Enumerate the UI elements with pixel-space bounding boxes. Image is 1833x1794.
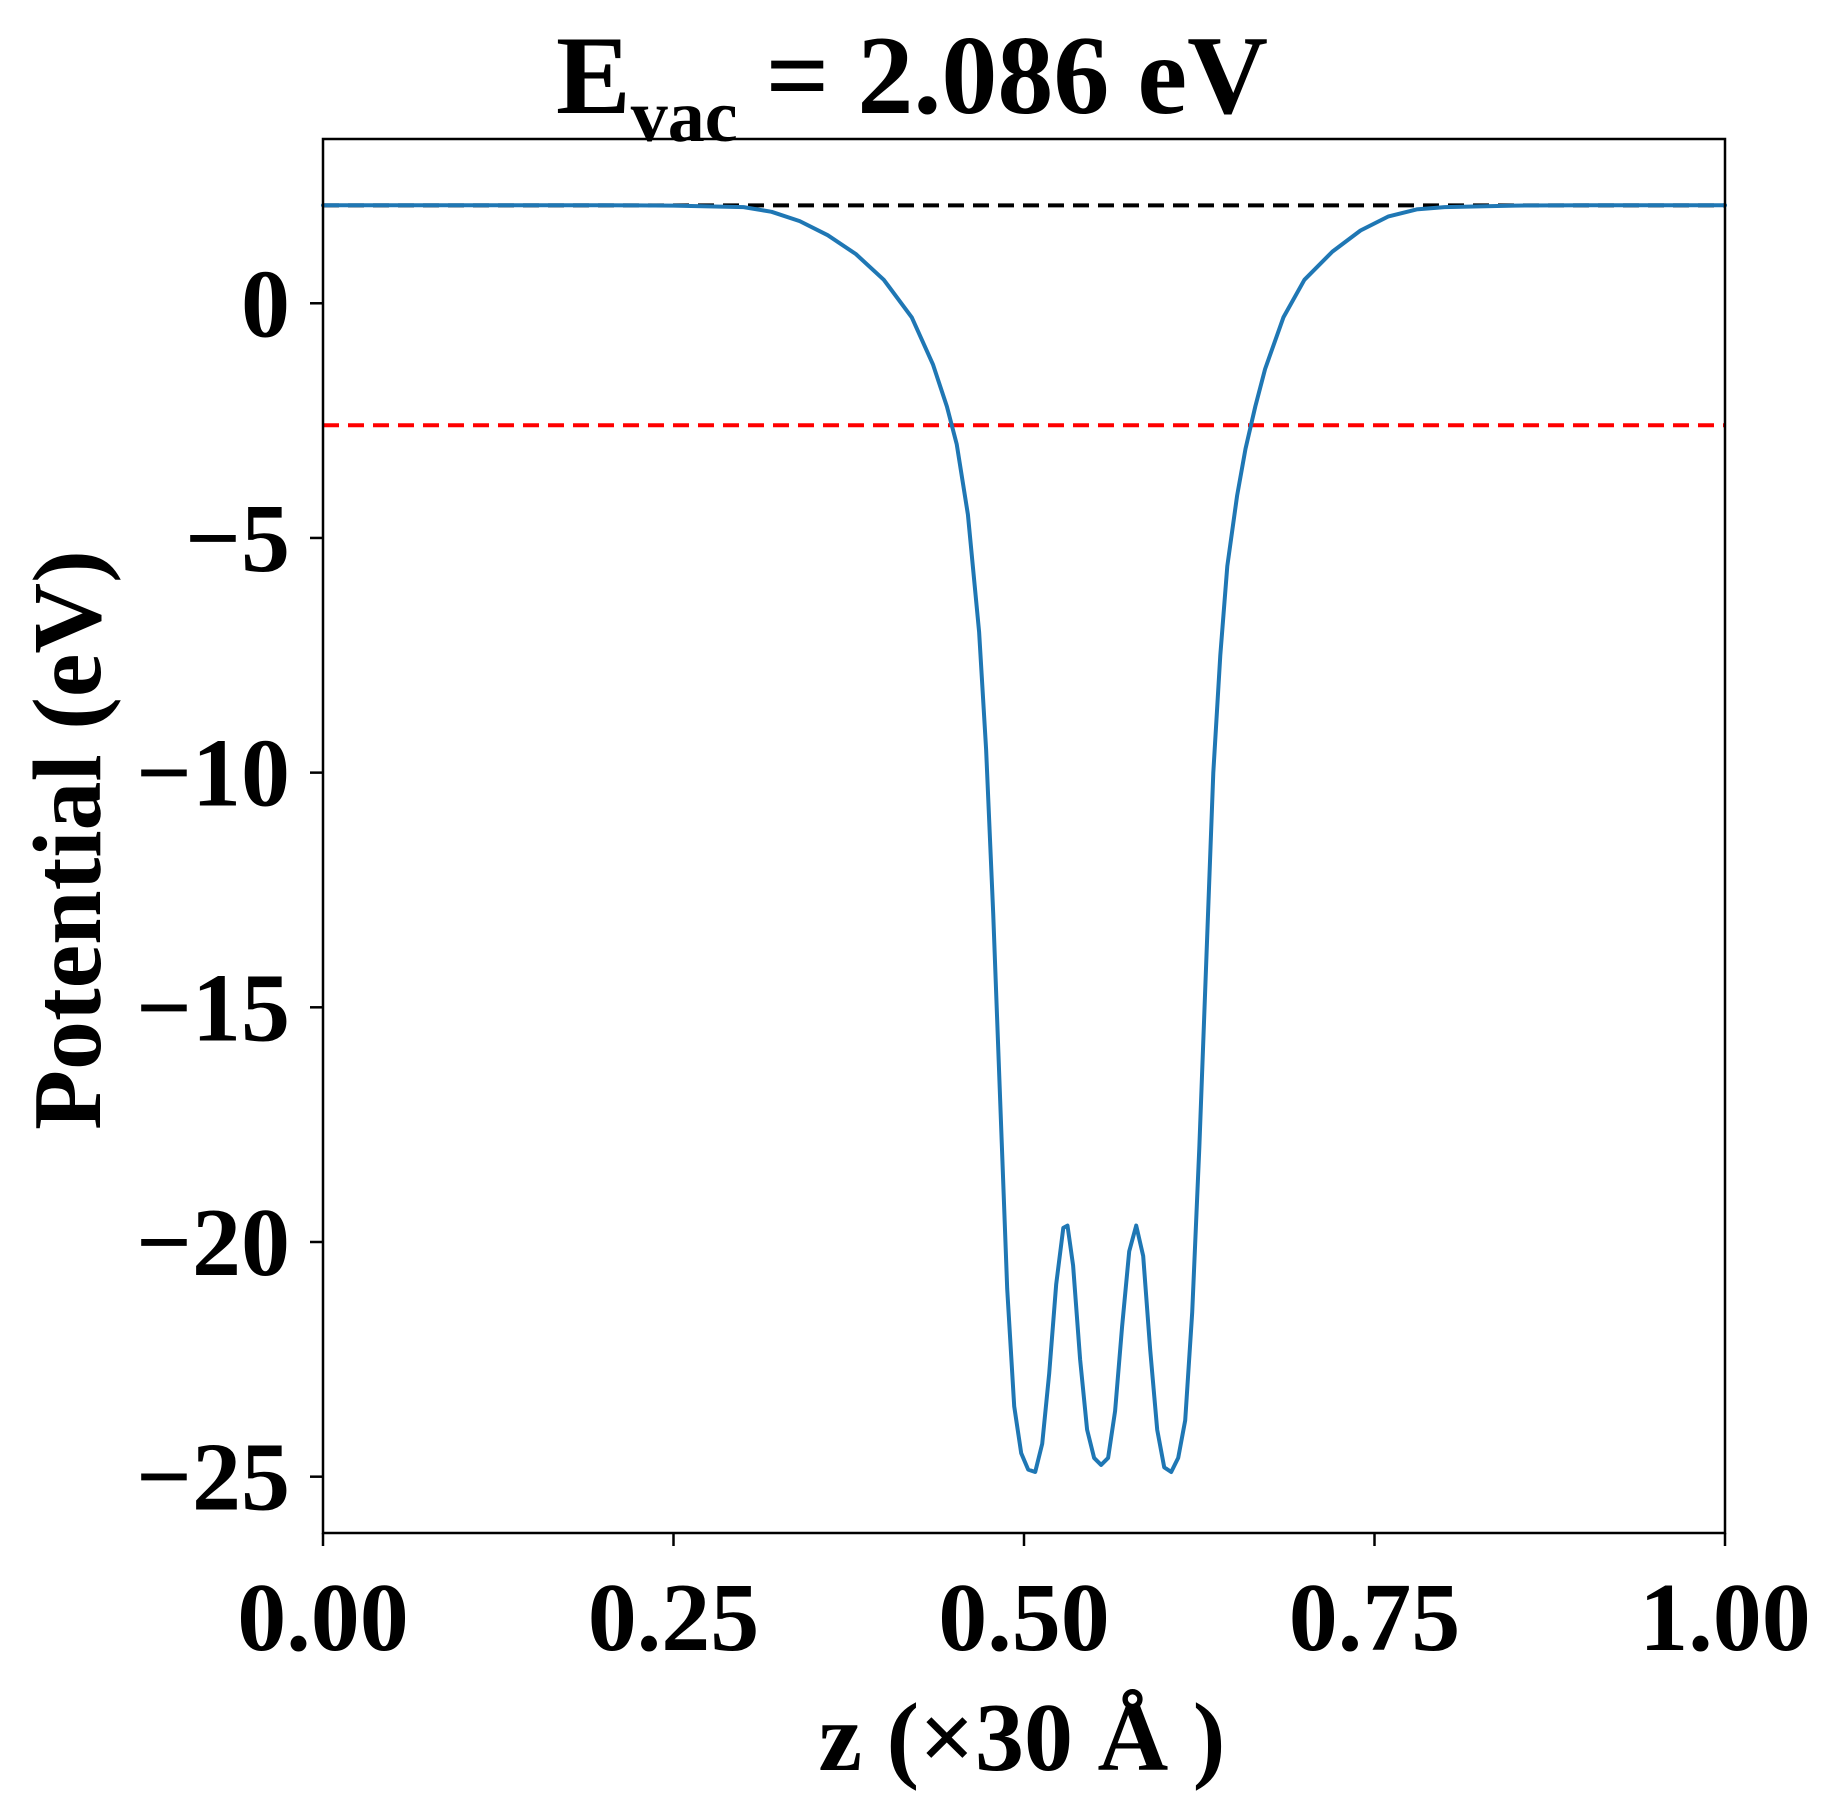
svg-text:Evac = 2.086 eV: Evac = 2.086 eV	[556, 14, 1268, 158]
x-tick-label: 1.00	[1639, 1564, 1811, 1672]
x-axis-ticks: 0.00 0.25 0.50 0.75 1.00	[237, 1533, 1811, 1672]
y-tick-label: 0	[241, 250, 290, 358]
y-axis-ticks: 0 −5 −10 −15 −20 −25	[136, 250, 323, 1532]
y-axis-label: Potential (eV)	[14, 550, 122, 1130]
x-tick-label: 0.00	[237, 1564, 409, 1672]
title-main: E	[556, 14, 631, 138]
y-tick-label: −15	[136, 954, 290, 1062]
x-tick-label: 0.50	[938, 1564, 1110, 1672]
reference-lines	[323, 203, 1725, 428]
plot-frame	[321, 137, 1727, 1535]
y-tick-label: −5	[185, 485, 290, 593]
x-axis-label: z (×30 Å )	[819, 1684, 1226, 1792]
x-tick-label: 0.25	[588, 1564, 760, 1672]
series-layer	[321, 203, 1727, 1474]
y-tick-label: −25	[136, 1424, 290, 1532]
chart-title: Evac = 2.086 eV	[556, 14, 1268, 158]
series-line-1	[321, 203, 1727, 1474]
axes-frame	[321, 137, 1727, 1535]
y-tick-label: −20	[136, 1189, 290, 1297]
title-rest: = 2.086 eV	[738, 14, 1268, 138]
title-subscript: vac	[631, 76, 738, 158]
x-tick-label: 0.75	[1289, 1564, 1461, 1672]
y-tick-label: −10	[136, 720, 290, 828]
